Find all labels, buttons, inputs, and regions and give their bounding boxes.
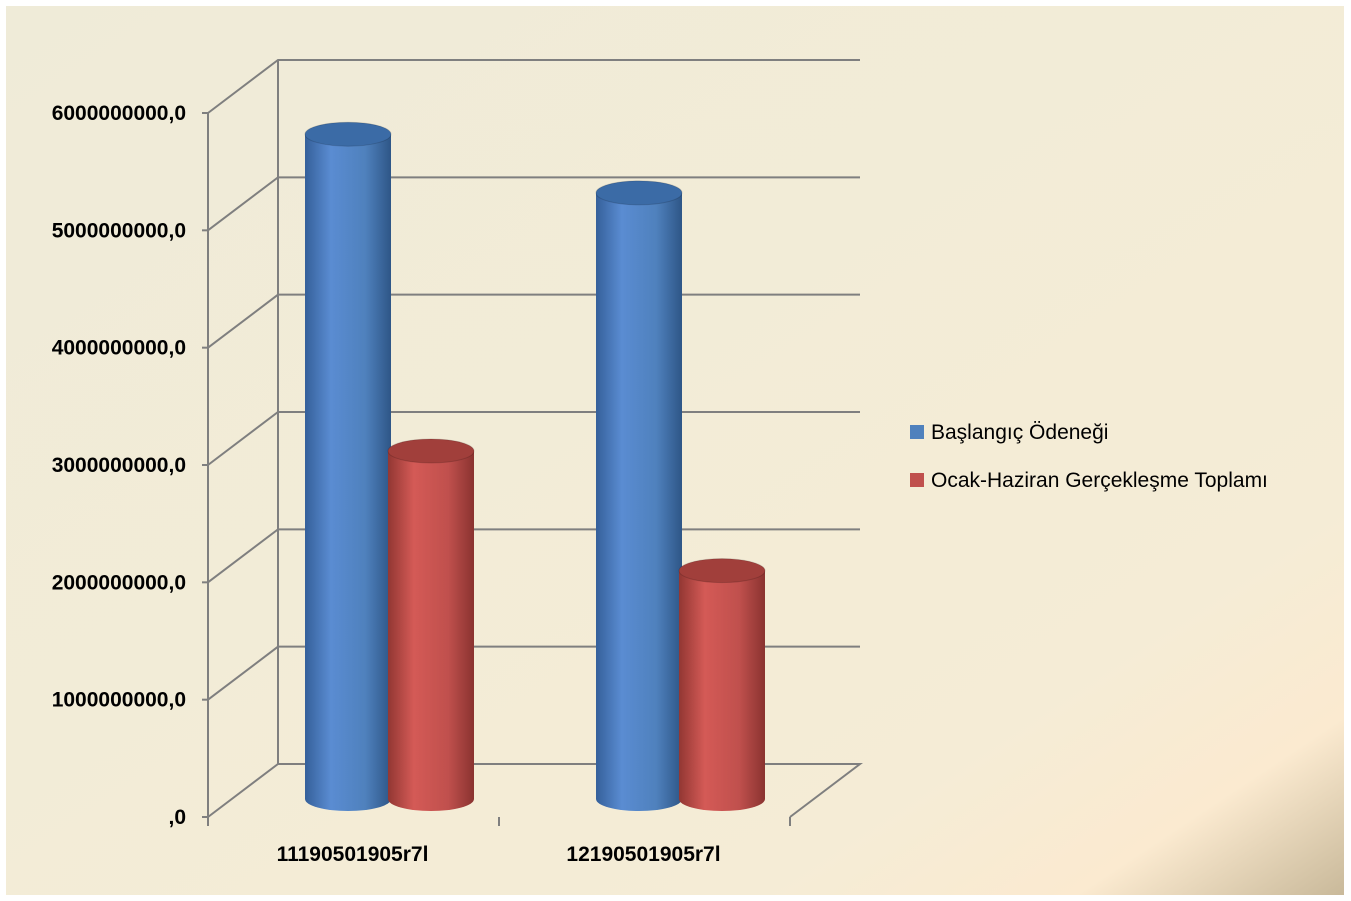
bar-2-1	[387, 438, 475, 811]
bar-1-2	[595, 180, 683, 811]
x-axis-ticks: 11190501905r7l 12190501905r7l	[277, 843, 721, 866]
bar-body	[305, 134, 391, 811]
bar-2-2	[678, 558, 766, 811]
bar-body	[679, 570, 765, 811]
bar-top	[678, 558, 766, 584]
y-tick-label: ,0	[168, 806, 186, 829]
x-tick-label: 11190501905r7l	[277, 843, 429, 866]
axes	[202, 60, 863, 826]
legend-label: Ocak-Haziran Gerçekleşme Toplamı	[931, 469, 1268, 492]
y-tick-label: 4000000000,0	[52, 337, 186, 360]
legend-label: Başlangıç Ödeneği	[931, 421, 1108, 444]
y-tick-label: 6000000000,0	[52, 102, 186, 125]
y-tick-label: 3000000000,0	[52, 454, 186, 477]
bar-top	[595, 180, 683, 206]
legend-swatch	[910, 473, 924, 487]
legend: Başlangıç Ödeneği Ocak-Haziran Gerçekleşm…	[910, 421, 1268, 492]
y-tick-label: 1000000000,0	[52, 689, 186, 712]
y-tick-label: 5000000000,0	[52, 219, 186, 242]
legend-swatch	[910, 425, 924, 439]
bar-1-1	[304, 121, 392, 811]
floor-outline	[207, 763, 863, 818]
y-axis-ticks: ,0 1000000000,0 2000000000,0 3000000000,0 40…	[52, 102, 186, 829]
bar-top	[304, 121, 392, 147]
y-tick-label: 2000000000,0	[52, 571, 186, 594]
bars	[304, 121, 766, 811]
bar-body	[596, 192, 682, 811]
bar-body	[388, 451, 474, 811]
bar-top	[387, 438, 475, 464]
x-tick-label: 12190501905r7l	[566, 843, 720, 866]
